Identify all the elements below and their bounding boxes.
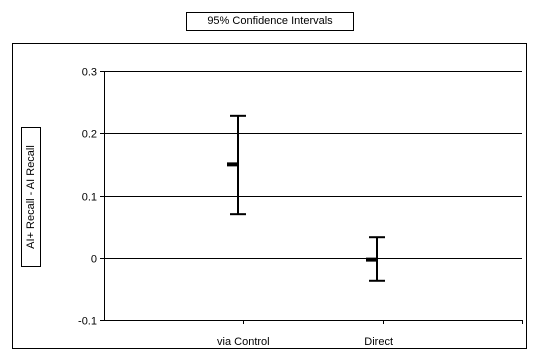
chart-area-border [12, 43, 527, 349]
mean-marker [366, 257, 377, 262]
y-tick-label: 0.1 [82, 192, 97, 204]
mean-marker [227, 162, 238, 167]
y-tick-label: 0 [91, 254, 97, 266]
y-axis-label-box: AI+ Recall - AI Recall [21, 127, 41, 267]
y-tick-label: 0.3 [82, 67, 97, 79]
x-tick-label: via Control [217, 336, 270, 348]
y-tick-label: -0.1 [78, 316, 97, 328]
chart-title: 95% Confidence Intervals [186, 12, 354, 31]
y-axis-label: AI+ Recall - AI Recall [25, 145, 37, 249]
y-tick-label: 0.2 [82, 129, 97, 141]
y-axis-ticks: -0.1 0 0.1 0.2 0.3 [78, 67, 105, 328]
error-bars [227, 114, 385, 282]
x-axis-labels: via Control Direct [217, 336, 393, 348]
x-tick-label: Direct [364, 336, 393, 348]
gridlines [104, 71, 523, 324]
